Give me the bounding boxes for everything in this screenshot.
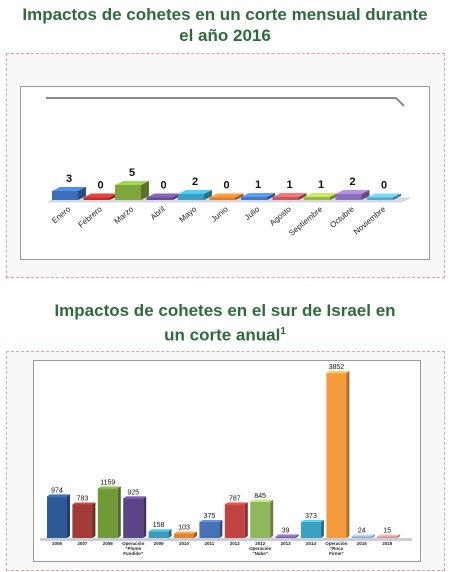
annual-bar	[97, 486, 121, 538]
annual-bar	[377, 534, 401, 538]
annual-category-label: 2013	[281, 541, 292, 546]
monthly-value-label: 5	[129, 167, 135, 179]
annual-title-line1: Impactos de cohetes en el sur de Israel …	[54, 301, 396, 320]
annual-category-label: 2016	[382, 541, 393, 546]
monthly-value-label: 2	[349, 176, 355, 188]
monthly-chart-area	[20, 86, 430, 260]
annual-category-label: 2012	[230, 541, 241, 546]
monthly-bar	[241, 193, 275, 200]
back-wall-line	[46, 97, 405, 107]
monthly-value-label: 0	[160, 180, 166, 192]
annual-bar	[174, 531, 197, 538]
annual-category-label: 2006	[52, 541, 63, 546]
monthly-title-line2: el año 2016	[179, 26, 271, 45]
monthly-value-label: 1	[286, 179, 292, 191]
monthly-value-label: 0	[381, 180, 387, 192]
annual-value-label: 974	[51, 487, 63, 494]
annual-value-label: 3852	[329, 364, 345, 371]
annual-bar	[199, 519, 223, 538]
monthly-bar	[367, 193, 401, 200]
monthly-value-label: 1	[318, 179, 324, 191]
monthly-bar	[209, 193, 244, 200]
annual-value-label: 373	[305, 513, 317, 520]
annual-category-label: 2008	[103, 541, 114, 546]
annual-bar	[326, 371, 350, 538]
annual-category-label: Operación “Roca Firme”	[325, 541, 348, 556]
monthly-value-label: 2	[192, 176, 198, 188]
annual-chart-floor	[40, 538, 412, 541]
annual-category-label: 2015	[357, 541, 368, 546]
annual-category-label: 2010	[179, 541, 190, 546]
annual-bar	[148, 529, 172, 538]
annual-category-label: Operación “Plomo Fundido”	[122, 541, 145, 556]
annual-value-label: 24	[358, 528, 366, 535]
annual-chart-title: Impactos de cohetes en el sur de Israel …	[0, 300, 450, 346]
annual-value-label: 925	[127, 489, 139, 496]
annual-value-label: 783	[77, 495, 89, 502]
annual-title-line2: un corte anual	[164, 325, 281, 345]
annual-value-label: 375	[204, 513, 216, 520]
annual-value-label: 787	[229, 495, 241, 502]
monthly-value-label: 3	[66, 173, 72, 185]
monthly-bar	[115, 181, 149, 200]
annual-bar	[123, 496, 147, 538]
monthly-bar	[272, 193, 307, 200]
monthly-chart-title: Impactos de cohetes en un corte mensual …	[0, 4, 450, 46]
annual-value-label: 845	[254, 493, 266, 500]
monthly-value-label: 0	[223, 180, 229, 192]
annual-value-label: 158	[153, 522, 165, 529]
annual-bar	[250, 499, 274, 538]
annual-bar	[275, 534, 299, 538]
annual-category-label: 2012 Operación “Nube”	[249, 541, 272, 556]
annual-value-label: 39	[282, 527, 290, 534]
annual-category-label: 2009	[154, 541, 165, 546]
annual-value-label: 15	[383, 528, 391, 535]
monthly-value-label: 0	[97, 180, 103, 192]
annual-bar	[301, 520, 324, 538]
annual-bar	[351, 534, 375, 538]
monthly-bar	[335, 190, 370, 200]
annual-bar	[224, 502, 248, 538]
annual-bar	[72, 502, 96, 538]
annual-category-label: 2007	[77, 541, 88, 546]
annual-value-label: 103	[178, 525, 190, 532]
annual-value-label: 1159	[100, 479, 115, 486]
monthly-bar	[178, 190, 212, 200]
monthly-title-line1: Impactos de cohetes en un corte mensual …	[22, 5, 428, 24]
monthly-value-label: 1	[255, 179, 261, 191]
annual-category-label: 2011	[205, 541, 215, 546]
annual-title-footnote: 1	[280, 326, 286, 337]
monthly-bar	[52, 187, 86, 200]
annual-bar	[47, 494, 70, 538]
annual-category-label: 2014	[306, 541, 317, 546]
